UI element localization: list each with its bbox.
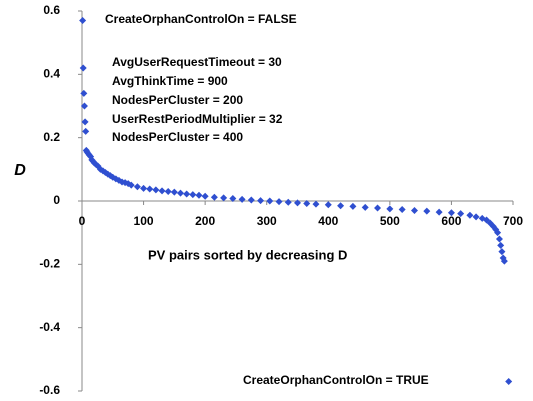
data-point [349, 202, 357, 210]
y-tick-label: 0.6 [43, 3, 60, 17]
annotation: UserRestPeriodMultiplier = 32 [112, 112, 283, 126]
data-point [195, 191, 203, 199]
data-point [81, 118, 89, 126]
data-point [284, 198, 292, 206]
x-axis-label: PV pairs sorted by decreasing D [148, 247, 347, 262]
x-tick-label: 700 [503, 214, 523, 228]
data-point [79, 17, 87, 24]
annotation: NodesPerCluster = 400 [112, 130, 243, 144]
data-point [324, 201, 332, 209]
data-point [82, 127, 90, 135]
data-point [303, 200, 311, 208]
data-point [466, 211, 474, 219]
x-tick-label: 200 [195, 214, 215, 228]
data-point [423, 207, 431, 215]
y-tick-label: -0.6 [39, 383, 60, 397]
x-tick-label: 600 [441, 214, 461, 228]
data-point [257, 197, 265, 205]
data-point [189, 191, 197, 199]
data-point [170, 188, 178, 196]
data-point [146, 185, 154, 193]
data-point [183, 190, 191, 198]
y-tick-label: -0.4 [39, 320, 60, 334]
data-point [472, 213, 480, 221]
data-point [177, 189, 185, 197]
data-point [79, 64, 87, 72]
annotation: CreateOrphanControlOn = TRUE [243, 373, 429, 387]
data-point [337, 202, 345, 210]
data-point [247, 196, 255, 204]
data-point [498, 248, 506, 256]
annotation: AvgThinkTime = 900 [112, 74, 228, 88]
data-point [500, 257, 508, 265]
data-point [238, 195, 246, 203]
data-point [80, 89, 88, 97]
data-point [386, 205, 394, 213]
y-axis-label: D [14, 162, 26, 179]
annotation: AvgUserRequestTimeout = 30 [112, 55, 282, 69]
data-point [398, 206, 406, 214]
data-point [410, 207, 418, 214]
data-point [121, 179, 129, 187]
data-point [158, 187, 166, 195]
data-point [495, 235, 503, 243]
y-tick-label: 0 [53, 193, 60, 207]
data-point [447, 209, 455, 217]
data-point [505, 378, 513, 385]
data-point [164, 188, 172, 195]
data-point [361, 203, 369, 211]
x-tick-label: 100 [134, 214, 154, 228]
x-tick-label: 0 [79, 214, 86, 228]
y-tick-label: 0.2 [43, 130, 60, 144]
data-point [435, 208, 443, 216]
annotations: CreateOrphanControlOn = FALSE AvgUserReq… [105, 12, 429, 387]
data-point [127, 181, 135, 189]
data-point [457, 210, 465, 218]
y-tick-label: -0.2 [39, 257, 60, 271]
data-point [374, 204, 382, 212]
data-point [133, 183, 141, 191]
y-tick-label: 0.4 [43, 67, 60, 81]
data-point [494, 229, 502, 237]
x-tick-label: 500 [380, 214, 400, 228]
data-point [201, 192, 209, 200]
data-point [80, 102, 88, 110]
data-point [140, 184, 148, 192]
data-point [210, 193, 218, 201]
data-point [497, 241, 505, 249]
data-point [229, 194, 237, 202]
data-point [152, 186, 160, 194]
data-point [275, 198, 283, 206]
annotation: CreateOrphanControlOn = FALSE [105, 12, 297, 26]
data-point [220, 194, 228, 202]
data-point [266, 197, 274, 205]
data-point [312, 200, 320, 208]
annotation: NodesPerCluster = 200 [112, 93, 243, 107]
x-tick-label: 300 [257, 214, 277, 228]
data-point [294, 199, 301, 207]
x-tick-label: 400 [318, 214, 338, 228]
